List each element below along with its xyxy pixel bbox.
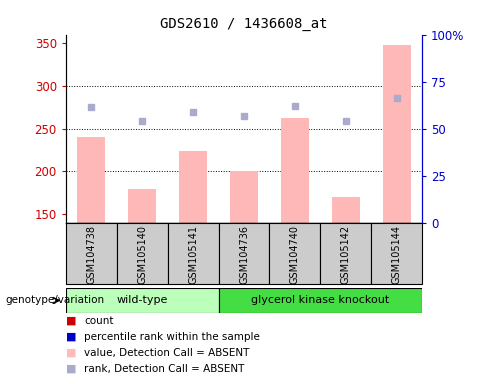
Bar bbox=[128, 189, 156, 223]
Bar bbox=[66, 288, 219, 313]
Text: ■: ■ bbox=[66, 332, 77, 342]
Text: GSM104740: GSM104740 bbox=[290, 225, 300, 283]
Bar bbox=[117, 223, 168, 284]
Bar bbox=[168, 223, 219, 284]
Bar bbox=[230, 171, 258, 223]
Text: genotype/variation: genotype/variation bbox=[5, 295, 104, 306]
Bar bbox=[179, 151, 207, 223]
Text: GSM105140: GSM105140 bbox=[137, 225, 147, 283]
Text: wild-type: wild-type bbox=[117, 295, 168, 306]
Bar bbox=[77, 137, 105, 223]
Text: ■: ■ bbox=[66, 316, 77, 326]
Bar bbox=[383, 45, 411, 223]
Text: ■: ■ bbox=[66, 364, 77, 374]
Text: count: count bbox=[84, 316, 114, 326]
Bar bbox=[371, 223, 422, 284]
Text: GDS2610 / 1436608_at: GDS2610 / 1436608_at bbox=[160, 17, 328, 31]
Text: GSM105144: GSM105144 bbox=[392, 225, 402, 283]
Bar bbox=[219, 223, 269, 284]
Bar bbox=[332, 197, 360, 223]
Text: GSM105141: GSM105141 bbox=[188, 225, 198, 283]
Text: value, Detection Call = ABSENT: value, Detection Call = ABSENT bbox=[84, 348, 250, 358]
Bar bbox=[66, 223, 117, 284]
Bar bbox=[219, 288, 422, 313]
Text: glycerol kinase knockout: glycerol kinase knockout bbox=[251, 295, 389, 306]
Text: percentile rank within the sample: percentile rank within the sample bbox=[84, 332, 260, 342]
Text: rank, Detection Call = ABSENT: rank, Detection Call = ABSENT bbox=[84, 364, 245, 374]
Text: GSM104736: GSM104736 bbox=[239, 225, 249, 283]
Bar bbox=[281, 118, 309, 223]
Text: GSM105142: GSM105142 bbox=[341, 225, 351, 284]
Bar bbox=[269, 223, 320, 284]
Text: GSM104738: GSM104738 bbox=[86, 225, 96, 283]
Text: ■: ■ bbox=[66, 348, 77, 358]
Bar bbox=[320, 223, 371, 284]
